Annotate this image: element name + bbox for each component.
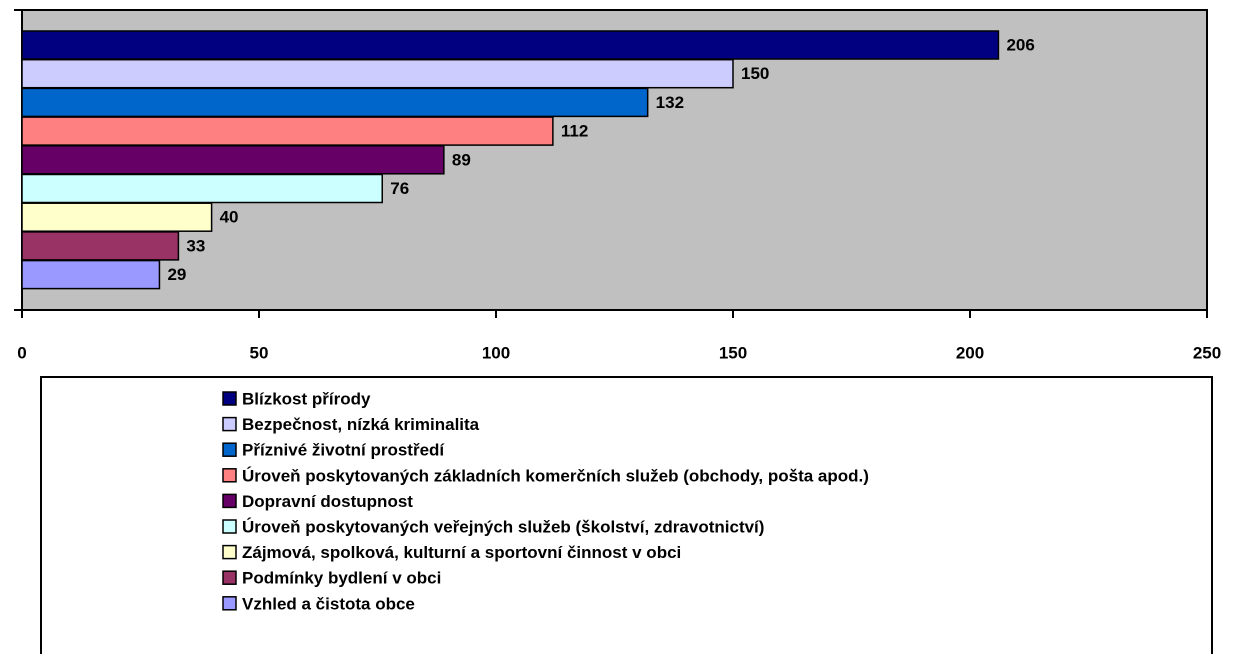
x-tick-label: 150: [719, 343, 747, 362]
bar: [21, 259, 161, 290]
data-label: 206: [1006, 35, 1034, 54]
legend-label: Zájmová, spolková, kulturní a sportovní …: [242, 543, 681, 562]
legend-swatch: [222, 442, 237, 457]
data-label: 40: [220, 208, 239, 227]
x-tick-label: 100: [482, 343, 510, 362]
data-label: 132: [656, 93, 684, 112]
bar: [21, 30, 1000, 60]
x-tick-label: 200: [956, 343, 984, 362]
legend-swatch: [222, 468, 237, 483]
legend-swatch: [222, 570, 237, 585]
x-tick-label: 50: [250, 343, 269, 362]
data-label: 150: [741, 64, 769, 83]
legend-swatch: [222, 519, 237, 534]
legend-label: Úroveň poskytovaných základních komerční…: [242, 466, 869, 485]
bar: [21, 145, 445, 175]
legend-swatch: [222, 416, 237, 432]
legend-label: Úroveň poskytovaných veřejných služeb (š…: [242, 517, 764, 536]
x-tick-label: 250: [1193, 343, 1221, 362]
legend-label: Blízkost přírody: [242, 389, 371, 408]
legend-label: Bezpečnost, nízká kriminalita: [242, 415, 480, 434]
data-label: 33: [186, 236, 205, 255]
data-label: 76: [390, 179, 409, 198]
bar: [21, 202, 213, 232]
data-label: 112: [561, 122, 588, 141]
bar: [21, 58, 734, 89]
legend-swatch: [222, 596, 237, 611]
bar: [21, 173, 383, 204]
legend-label: Vzhled a čistota obce: [242, 594, 415, 613]
legend-label: Podmínky bydlení v obci: [242, 569, 441, 588]
legend-label: Dopravní dostupnost: [242, 492, 413, 511]
data-label: 29: [167, 265, 186, 284]
bar: [21, 116, 554, 146]
x-tick-label: 0: [17, 343, 26, 362]
legend-swatch: [222, 493, 237, 509]
legend-label: Příznivé životní prostředí: [242, 441, 445, 460]
legend-swatch: [222, 544, 237, 560]
data-label: 89: [452, 150, 471, 169]
legend-swatch: [222, 391, 237, 406]
bar: [21, 231, 180, 261]
bar: [21, 87, 649, 118]
legend-box: [40, 376, 1213, 654]
